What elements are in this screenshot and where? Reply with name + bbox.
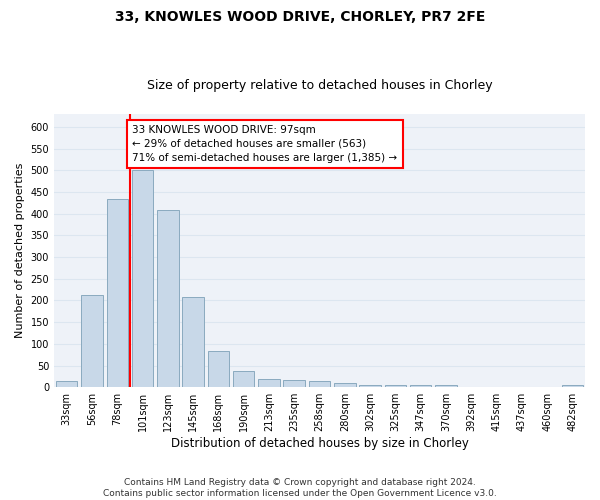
Title: Size of property relative to detached houses in Chorley: Size of property relative to detached ho… <box>147 79 493 92</box>
Bar <box>132 170 153 387</box>
Bar <box>56 380 77 387</box>
Text: Contains HM Land Registry data © Crown copyright and database right 2024.
Contai: Contains HM Land Registry data © Crown c… <box>103 478 497 498</box>
Bar <box>81 296 103 387</box>
Text: 33 KNOWLES WOOD DRIVE: 97sqm
← 29% of detached houses are smaller (563)
71% of s: 33 KNOWLES WOOD DRIVE: 97sqm ← 29% of de… <box>133 125 398 163</box>
Bar <box>208 351 229 387</box>
Bar <box>435 385 457 387</box>
Bar <box>107 198 128 387</box>
Bar <box>410 385 431 387</box>
Text: 33, KNOWLES WOOD DRIVE, CHORLEY, PR7 2FE: 33, KNOWLES WOOD DRIVE, CHORLEY, PR7 2FE <box>115 10 485 24</box>
Bar <box>562 385 583 387</box>
Bar <box>233 371 254 387</box>
Bar <box>283 380 305 387</box>
Bar <box>359 385 381 387</box>
X-axis label: Distribution of detached houses by size in Chorley: Distribution of detached houses by size … <box>170 437 469 450</box>
Bar <box>157 210 179 387</box>
Y-axis label: Number of detached properties: Number of detached properties <box>15 163 25 338</box>
Bar <box>258 378 280 387</box>
Bar <box>309 380 330 387</box>
Bar <box>385 385 406 387</box>
Bar <box>182 297 204 387</box>
Bar <box>334 383 356 387</box>
